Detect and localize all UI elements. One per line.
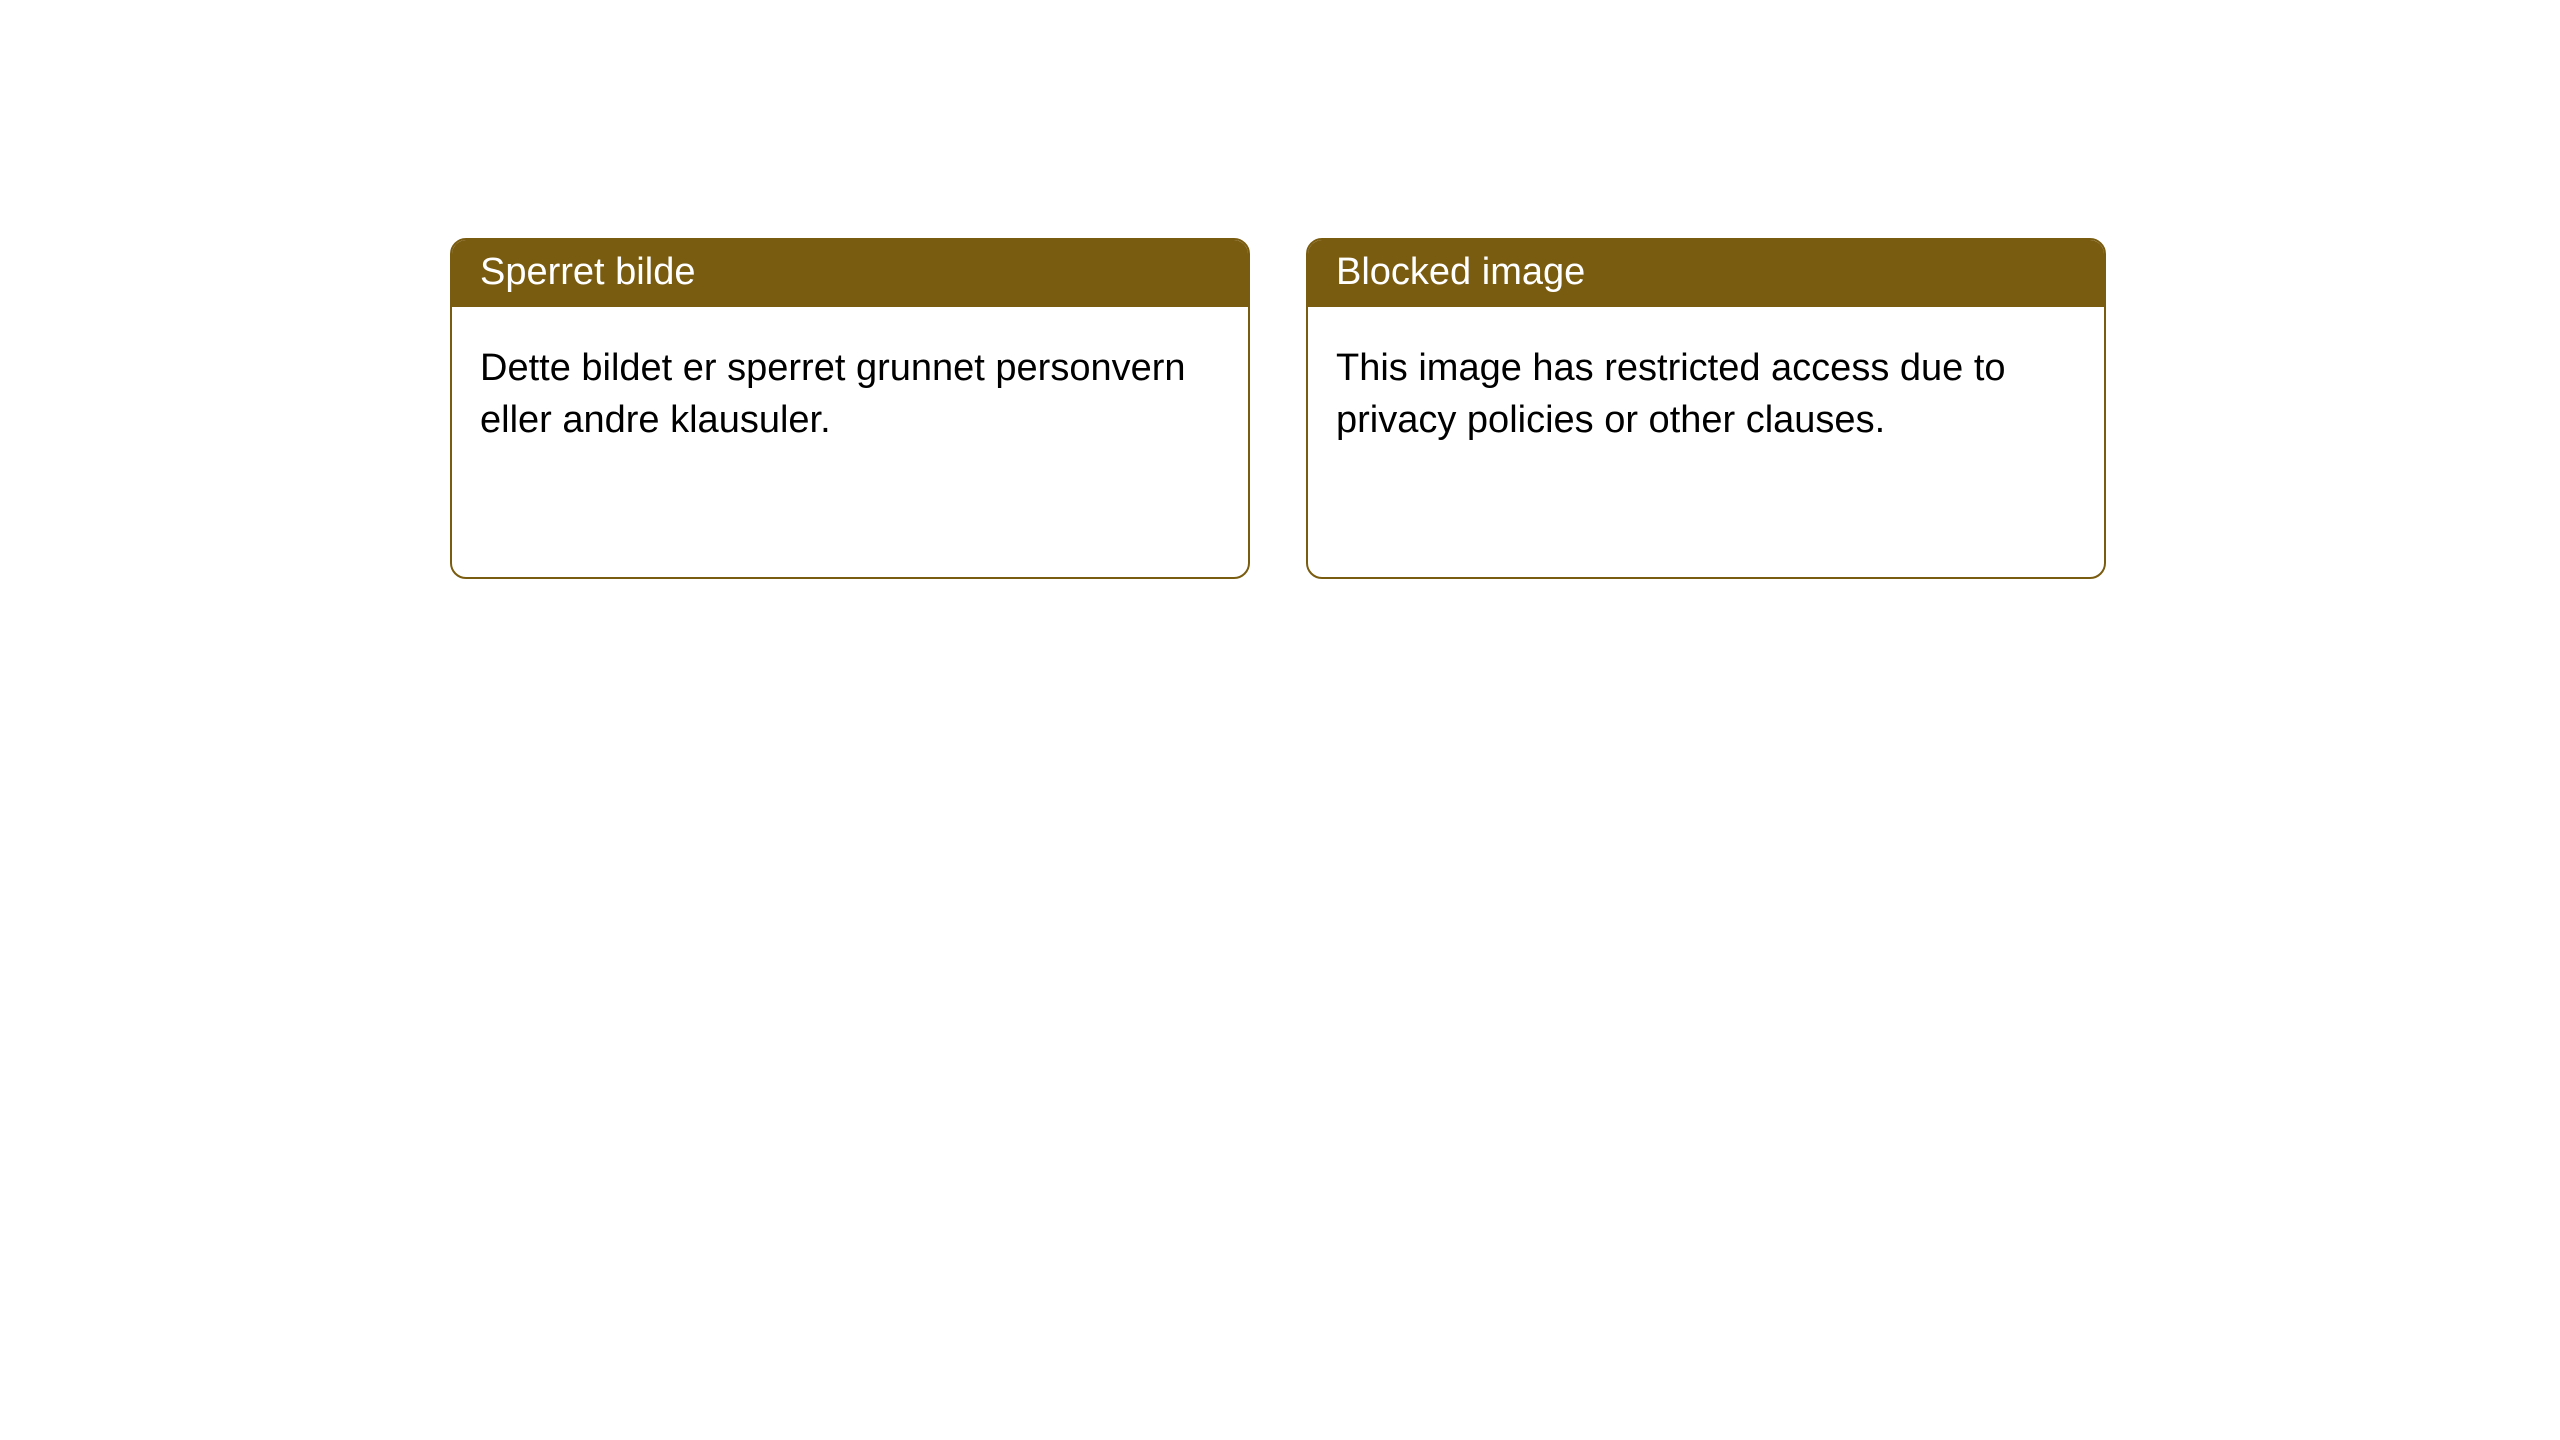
notice-container: Sperret bilde Dette bildet er sperret gr…	[450, 238, 2106, 579]
notice-header-no: Sperret bilde	[452, 240, 1248, 307]
notice-header-en: Blocked image	[1308, 240, 2104, 307]
notice-body-no: Dette bildet er sperret grunnet personve…	[452, 307, 1248, 577]
notice-card-no: Sperret bilde Dette bildet er sperret gr…	[450, 238, 1250, 579]
notice-body-en: This image has restricted access due to …	[1308, 307, 2104, 577]
notice-card-en: Blocked image This image has restricted …	[1306, 238, 2106, 579]
